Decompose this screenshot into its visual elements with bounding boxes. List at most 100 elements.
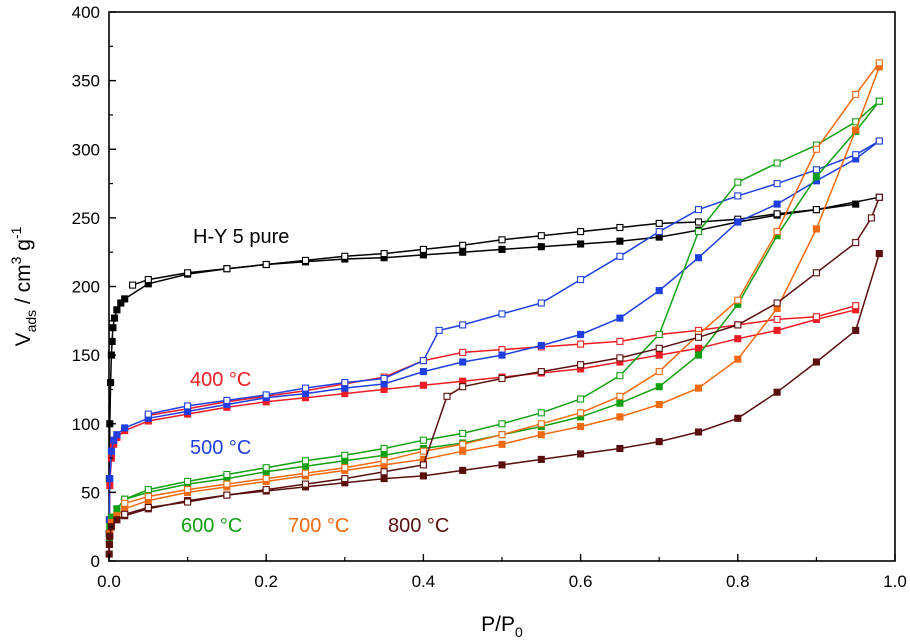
- desorption-point: [773, 299, 781, 307]
- desorption-point: [301, 384, 310, 392]
- adsorption-point: [694, 384, 703, 392]
- adsorption-point: [459, 358, 467, 366]
- desorption-point: [459, 429, 467, 437]
- desorption-point: [616, 223, 624, 232]
- adsorption-point: [110, 314, 119, 322]
- adsorption-point: [616, 314, 624, 322]
- y-tick-label: 300: [72, 140, 100, 159]
- adsorption-point: [107, 379, 115, 387]
- desorption-point: [341, 252, 349, 260]
- adsorption-point: [655, 400, 663, 409]
- adsorption-point: [537, 431, 545, 439]
- annotation-500c: 500 °C: [190, 437, 251, 459]
- adsorption-point: [537, 243, 545, 251]
- series-line-desorption: [132, 196, 880, 286]
- adsorption-point: [616, 413, 624, 421]
- desorption-point: [734, 296, 742, 304]
- desorption-point: [121, 499, 129, 507]
- desorption-point: [655, 228, 663, 236]
- desorption-point: [341, 475, 349, 483]
- desorption-point: [537, 368, 545, 376]
- desorption-point: [616, 337, 624, 345]
- desorption-point: [812, 313, 820, 321]
- adsorption-point: [537, 455, 545, 463]
- desorption-point: [184, 486, 192, 494]
- desorption-point: [419, 436, 427, 444]
- series-layer: [105, 59, 883, 558]
- desorption-point: [121, 510, 129, 518]
- adsorption-point: [694, 344, 703, 352]
- desorption-point: [852, 302, 860, 310]
- desorption-point: [577, 228, 585, 236]
- series-group: [105, 193, 883, 558]
- y-axis-ticks: 0 50 100 150 200 250 300 350 400: [72, 3, 116, 571]
- desorption-point: [419, 461, 427, 469]
- adsorption-point: [459, 447, 467, 455]
- desorption-point: [223, 480, 231, 488]
- desorption-point: [773, 159, 781, 167]
- adsorption-point: [655, 351, 663, 359]
- y-axis-title-sub: ads: [23, 310, 39, 333]
- desorption-point: [616, 252, 624, 260]
- y-tick-label: 150: [72, 346, 100, 365]
- adsorption-point: [106, 475, 114, 483]
- desorption-point: [537, 299, 545, 307]
- desorption-point: [301, 256, 310, 264]
- desorption-point: [144, 486, 152, 494]
- desorption-point: [812, 145, 820, 153]
- desorption-point: [262, 260, 270, 269]
- desorption-point: [459, 348, 467, 356]
- desorption-point: [655, 219, 663, 227]
- desorption-point: [223, 265, 231, 273]
- adsorption-point: [734, 218, 742, 226]
- desorption-point: [867, 214, 875, 222]
- series-group: [105, 137, 883, 524]
- x-axis-ticks: 0.0 0.2 0.4 0.6 0.8 1.0: [97, 554, 907, 591]
- adsorption-point: [694, 428, 703, 436]
- adsorption-point: [734, 335, 742, 343]
- desorption-point: [498, 420, 506, 428]
- desorption-point: [144, 410, 152, 418]
- adsorption-point: [577, 450, 585, 458]
- desorption-point: [773, 180, 781, 188]
- x-tick-label: 0.6: [569, 572, 593, 591]
- adsorption-point: [734, 355, 742, 363]
- y-axis-title-g: g: [12, 239, 35, 257]
- desorption-point: [144, 503, 152, 512]
- desorption-point: [380, 444, 388, 453]
- desorption-point: [301, 480, 310, 488]
- desorption-point: [144, 276, 152, 284]
- desorption-point: [875, 97, 883, 105]
- desorption-point: [184, 269, 192, 277]
- adsorption-point: [577, 422, 585, 431]
- desorption-point: [577, 395, 585, 403]
- desorption-point: [875, 193, 883, 201]
- adsorption-point: [419, 472, 427, 480]
- adsorption-point: [852, 326, 860, 334]
- desorption-point: [459, 440, 467, 448]
- desorption-point: [852, 151, 860, 159]
- annotation-600c: 600 °C: [181, 515, 242, 537]
- adsorption-point: [109, 324, 117, 332]
- adsorption-point: [812, 173, 820, 181]
- annotation-400c: 400 °C: [190, 369, 251, 391]
- adsorption-point: [655, 383, 663, 391]
- adsorption-point: [121, 424, 129, 432]
- desorption-point: [537, 409, 545, 417]
- desorption-point: [301, 469, 310, 477]
- desorption-point: [129, 281, 137, 289]
- adsorption-point: [694, 351, 703, 359]
- adsorption-point: [734, 414, 742, 422]
- desorption-point: [498, 431, 506, 439]
- annotation-700c: 700 °C: [288, 515, 349, 537]
- desorption-point: [380, 250, 388, 258]
- desorption-point: [184, 402, 192, 410]
- adsorption-point: [498, 351, 506, 359]
- desorption-point: [616, 392, 624, 400]
- desorption-point: [616, 372, 624, 380]
- desorption-point: [223, 470, 231, 479]
- desorption-point: [262, 464, 270, 472]
- desorption-point: [498, 374, 506, 383]
- series-annotations: H-Y 5 pure 400 °C 500 °C 600 °C 700 °C 8…: [181, 226, 449, 537]
